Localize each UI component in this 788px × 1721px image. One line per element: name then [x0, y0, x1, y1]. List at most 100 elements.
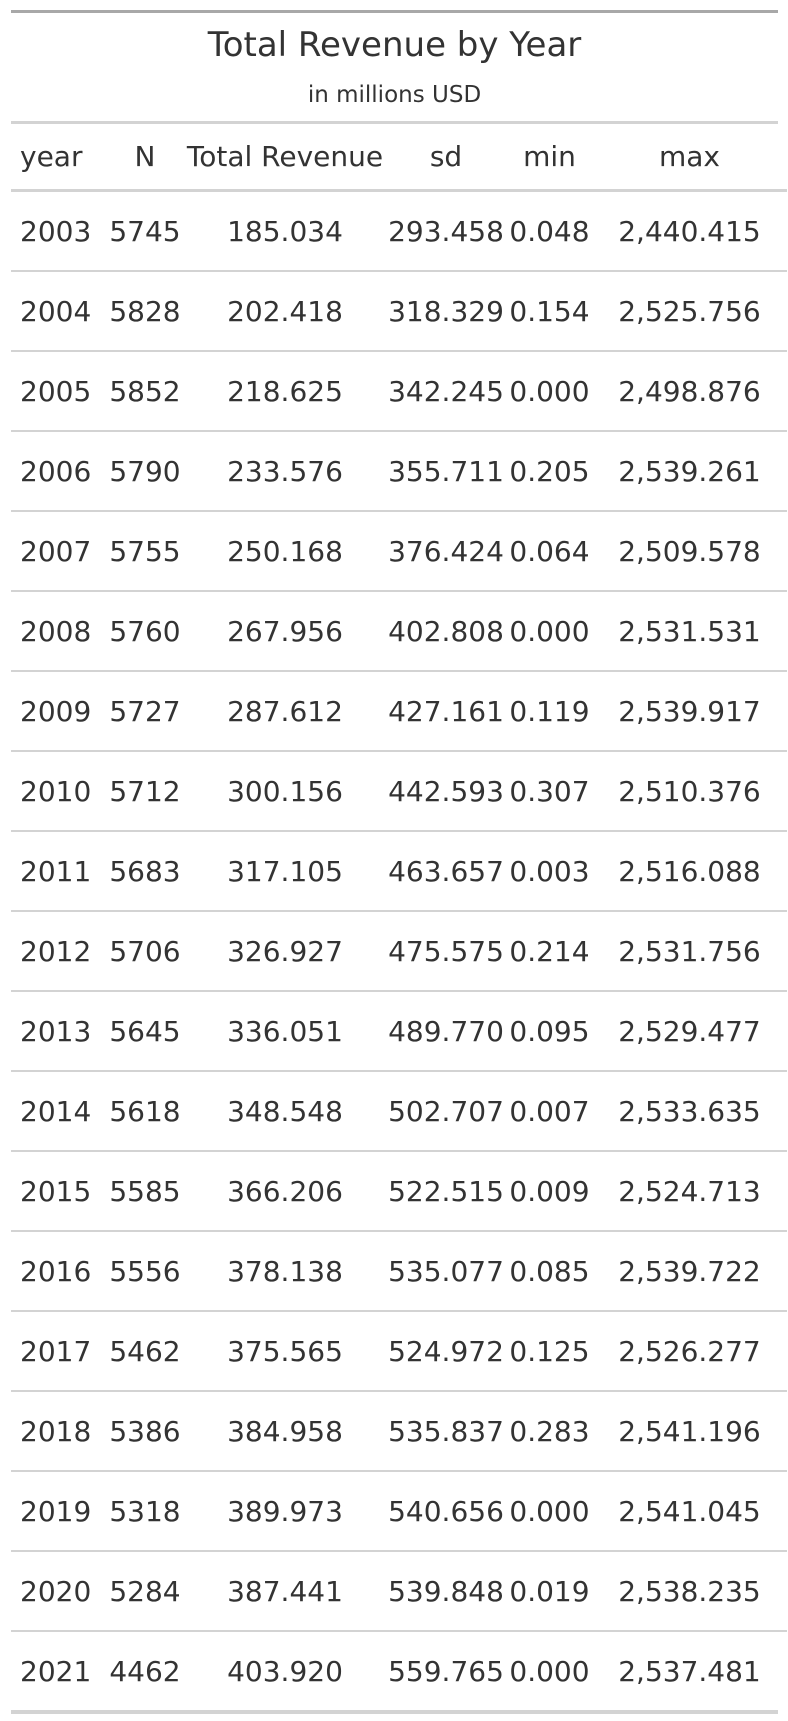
- cell-sd: 539.848: [385, 1550, 507, 1631]
- cell-total-revenue: 384.958: [185, 1390, 385, 1471]
- table-bottom-rule: [11, 1710, 778, 1714]
- cell-sd: 489.770: [385, 990, 507, 1071]
- cell-total-revenue: 387.441: [185, 1550, 385, 1631]
- header-row: year N Total Revenue sd min max: [11, 124, 787, 192]
- cell-year: 2010: [11, 750, 105, 831]
- table-row: 2009 5727 287.612 427.161 0.119 2,539.917: [11, 670, 787, 751]
- cell-year: 2005: [11, 350, 105, 431]
- cell-n: 5284: [105, 1550, 185, 1631]
- column-header-sd: sd: [385, 124, 507, 192]
- cell-year: 2021: [11, 1630, 105, 1710]
- cell-sd: 559.765: [385, 1630, 507, 1710]
- cell-sd: 427.161: [385, 670, 507, 751]
- cell-min: 0.205: [507, 430, 592, 511]
- cell-max: 2,516.088: [592, 830, 787, 911]
- table-row: 2016 5556 378.138 535.077 0.085 2,539.722: [11, 1230, 787, 1311]
- cell-min: 0.283: [507, 1390, 592, 1471]
- cell-year: 2009: [11, 670, 105, 751]
- cell-year: 2016: [11, 1230, 105, 1311]
- cell-sd: 293.458: [388, 214, 504, 248]
- table-row: 2004 5828 202.418 318.329 0.154 2,525.756: [11, 270, 787, 351]
- cell-year: 2019: [11, 1470, 105, 1551]
- cell-year: 2014: [11, 1070, 105, 1151]
- cell-max: 2,531.531: [592, 590, 787, 671]
- cell-sd: 402.808: [385, 590, 507, 671]
- cell-total-revenue: 389.973: [185, 1470, 385, 1551]
- cell-year: 2003: [20, 214, 92, 248]
- table-row: 2006 5790 233.576 355.711 0.205 2,539.261: [11, 430, 787, 511]
- table-row: 2003 5745 185.034 293.458 0.048 2,440.415: [11, 191, 787, 272]
- cell-min: 0.095: [507, 990, 592, 1071]
- cell-total-revenue: 267.956: [185, 590, 385, 671]
- cell-year: 2008: [11, 590, 105, 671]
- table-row: 2015 5585 366.206 522.515 0.009 2,524.713: [11, 1150, 787, 1231]
- cell-min: 0.000: [507, 1470, 592, 1551]
- cell-n: 5462: [105, 1310, 185, 1391]
- cell-total-revenue: 378.138: [185, 1230, 385, 1311]
- cell-min: 0.125: [507, 1310, 592, 1391]
- cell-min: 0.085: [507, 1230, 592, 1311]
- cell-max: 2,531.756: [592, 910, 787, 991]
- cell-n: 5618: [105, 1070, 185, 1151]
- table-row: 2013 5645 336.051 489.770 0.095 2,529.477: [11, 990, 787, 1071]
- table-row: 2014 5618 348.548 502.707 0.007 2,533.635: [11, 1070, 787, 1151]
- cell-year: 2007: [11, 510, 105, 591]
- cell-max: 2,510.376: [592, 750, 787, 831]
- cell-n: 5706: [105, 910, 185, 991]
- cell-year: 2012: [11, 910, 105, 991]
- cell-max: 2,533.635: [592, 1070, 787, 1151]
- cell-max: 2,498.876: [592, 350, 787, 431]
- cell-total-revenue: 326.927: [185, 910, 385, 991]
- cell-year: 2015: [11, 1150, 105, 1231]
- cell-sd: 342.245: [385, 350, 507, 431]
- cell-min: 0.009: [507, 1150, 592, 1231]
- column-header-n: N: [105, 124, 185, 192]
- cell-year: 2013: [11, 990, 105, 1071]
- cell-total-revenue: 366.206: [185, 1150, 385, 1231]
- table-header: year N Total Revenue sd min max: [11, 124, 787, 192]
- cell-min: 0.019: [507, 1550, 592, 1631]
- cell-min: 0.214: [507, 910, 592, 991]
- cell-sd: 318.329: [385, 270, 507, 351]
- cell-total-revenue: 348.548: [185, 1070, 385, 1151]
- cell-max: 2,539.917: [592, 670, 787, 751]
- table-title: Total Revenue by Year: [207, 25, 582, 65]
- cell-year: 2017: [11, 1310, 105, 1391]
- cell-total-revenue: 287.612: [185, 670, 385, 751]
- cell-min: 0.007: [507, 1070, 592, 1151]
- cell-max: 2,539.722: [592, 1230, 787, 1311]
- cell-min: 0.154: [507, 270, 592, 351]
- cell-sd: 522.515: [385, 1150, 507, 1231]
- table-top-rule: [11, 10, 778, 13]
- cell-sd: 463.657: [385, 830, 507, 911]
- cell-total-revenue: 233.576: [185, 430, 385, 511]
- cell-n: 5585: [105, 1150, 185, 1231]
- cell-total-revenue: 185.034: [227, 214, 343, 248]
- cell-n: 5828: [105, 270, 185, 351]
- table-row: 2005 5852 218.625 342.245 0.000 2,498.876: [11, 350, 787, 431]
- cell-n: 5386: [105, 1390, 185, 1471]
- cell-n: 5556: [105, 1230, 185, 1311]
- cell-n: 5852: [105, 350, 185, 431]
- cell-max: 2,541.196: [592, 1390, 787, 1471]
- cell-max: 2,526.277: [592, 1310, 787, 1391]
- column-header-year: year: [11, 124, 105, 192]
- table-body: 2003 5745 185.034 293.458 0.048 2,440.415 2004…: [11, 191, 787, 1710]
- cell-total-revenue: 218.625: [185, 350, 385, 431]
- cell-n: 5755: [105, 510, 185, 591]
- column-header-total-revenue: Total Revenue: [185, 124, 385, 192]
- cell-sd: 376.424: [385, 510, 507, 591]
- cell-sd: 475.575: [385, 910, 507, 991]
- cell-total-revenue: 250.168: [185, 510, 385, 591]
- table-subtitle: in millions USD: [307, 82, 482, 108]
- table-row: 2018 5386 384.958 535.837 0.283 2,541.196: [11, 1390, 787, 1471]
- cell-min: 0.064: [507, 510, 592, 591]
- cell-max: 2,529.477: [592, 990, 787, 1071]
- cell-max: 2,525.756: [592, 270, 787, 351]
- cell-max: 2,539.261: [592, 430, 787, 511]
- cell-max: 2,509.578: [592, 510, 787, 591]
- cell-min: 0.119: [507, 670, 592, 751]
- table-row: 2020 5284 387.441 539.848 0.019 2,538.235: [11, 1550, 787, 1631]
- table-row: 2019 5318 389.973 540.656 0.000 2,541.045: [11, 1470, 787, 1551]
